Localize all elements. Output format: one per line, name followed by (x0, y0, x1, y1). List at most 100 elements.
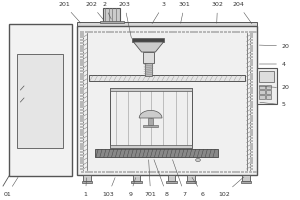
Bar (131, 171, 135, 173)
Bar (215, 31, 219, 33)
Bar (80, 98, 84, 100)
Text: 701: 701 (145, 160, 157, 196)
Bar (250, 45, 253, 47)
Bar (80, 123, 84, 125)
Text: 5: 5 (260, 102, 286, 108)
Bar (76, 26, 256, 175)
Bar (165, 171, 168, 173)
Bar (81, 31, 84, 33)
Bar (148, 118, 153, 125)
Bar (250, 168, 253, 170)
Bar (167, 181, 177, 183)
Bar (148, 171, 152, 173)
Bar (80, 47, 84, 50)
Text: 301: 301 (178, 2, 190, 23)
Bar (80, 148, 84, 150)
Bar (123, 171, 126, 173)
Bar (178, 171, 181, 173)
Bar (250, 129, 253, 131)
Bar (250, 50, 253, 52)
Bar (148, 31, 152, 33)
Bar (85, 171, 88, 173)
Bar (169, 31, 172, 33)
Text: 203: 203 (118, 2, 131, 38)
Bar (103, 8, 120, 22)
Bar (110, 145, 192, 148)
Bar (186, 31, 189, 33)
Text: 9: 9 (128, 178, 136, 196)
Bar (178, 31, 181, 33)
Bar (250, 154, 253, 156)
Bar (250, 140, 253, 142)
Bar (80, 84, 84, 86)
Bar (80, 59, 84, 61)
Bar (259, 71, 274, 82)
Bar (250, 67, 253, 69)
Bar (82, 181, 92, 183)
Bar (80, 73, 84, 75)
Bar (215, 171, 219, 173)
Bar (80, 168, 84, 170)
Bar (250, 31, 253, 33)
Bar (250, 123, 253, 125)
Bar (80, 78, 84, 80)
Bar (250, 81, 253, 83)
Bar (140, 31, 143, 33)
Bar (182, 171, 185, 173)
Polygon shape (134, 42, 164, 52)
Bar (250, 70, 253, 72)
Polygon shape (196, 158, 200, 162)
Bar (250, 137, 253, 139)
Bar (80, 61, 84, 64)
Bar (266, 85, 271, 89)
Bar (207, 171, 210, 173)
Bar (80, 157, 84, 159)
Bar (228, 31, 231, 33)
Bar (250, 151, 253, 153)
Bar (253, 171, 256, 173)
Bar (123, 31, 126, 33)
Bar (119, 171, 122, 173)
Bar (119, 31, 122, 33)
Bar (80, 70, 84, 72)
Bar (88, 75, 244, 81)
Bar (182, 31, 185, 33)
Bar (157, 171, 160, 173)
Bar (250, 157, 253, 159)
Bar (80, 159, 84, 162)
Bar (173, 171, 177, 173)
Bar (250, 39, 253, 41)
Bar (220, 31, 223, 33)
Bar (190, 171, 194, 173)
Bar (80, 137, 84, 139)
Bar (80, 31, 84, 33)
Bar (250, 101, 253, 103)
Bar (152, 31, 156, 33)
Bar (157, 31, 160, 33)
Bar (186, 181, 196, 183)
Bar (102, 171, 105, 173)
Bar (259, 85, 265, 89)
Bar (186, 171, 189, 173)
Bar (152, 171, 156, 173)
Bar (250, 145, 253, 148)
Bar (250, 143, 253, 145)
Bar (110, 171, 114, 173)
Bar (80, 53, 84, 55)
Bar (98, 31, 101, 33)
Bar (131, 31, 135, 33)
Text: 7: 7 (172, 160, 187, 196)
Bar (266, 95, 271, 99)
Bar (80, 33, 84, 36)
Bar (203, 31, 206, 33)
Bar (89, 31, 93, 33)
Bar (245, 171, 248, 173)
Bar (85, 31, 88, 33)
Bar (250, 126, 253, 128)
Bar (199, 171, 202, 173)
Bar (250, 47, 253, 50)
Bar (161, 171, 164, 173)
Bar (80, 112, 84, 114)
Text: 102: 102 (218, 177, 244, 196)
Bar (106, 171, 109, 173)
